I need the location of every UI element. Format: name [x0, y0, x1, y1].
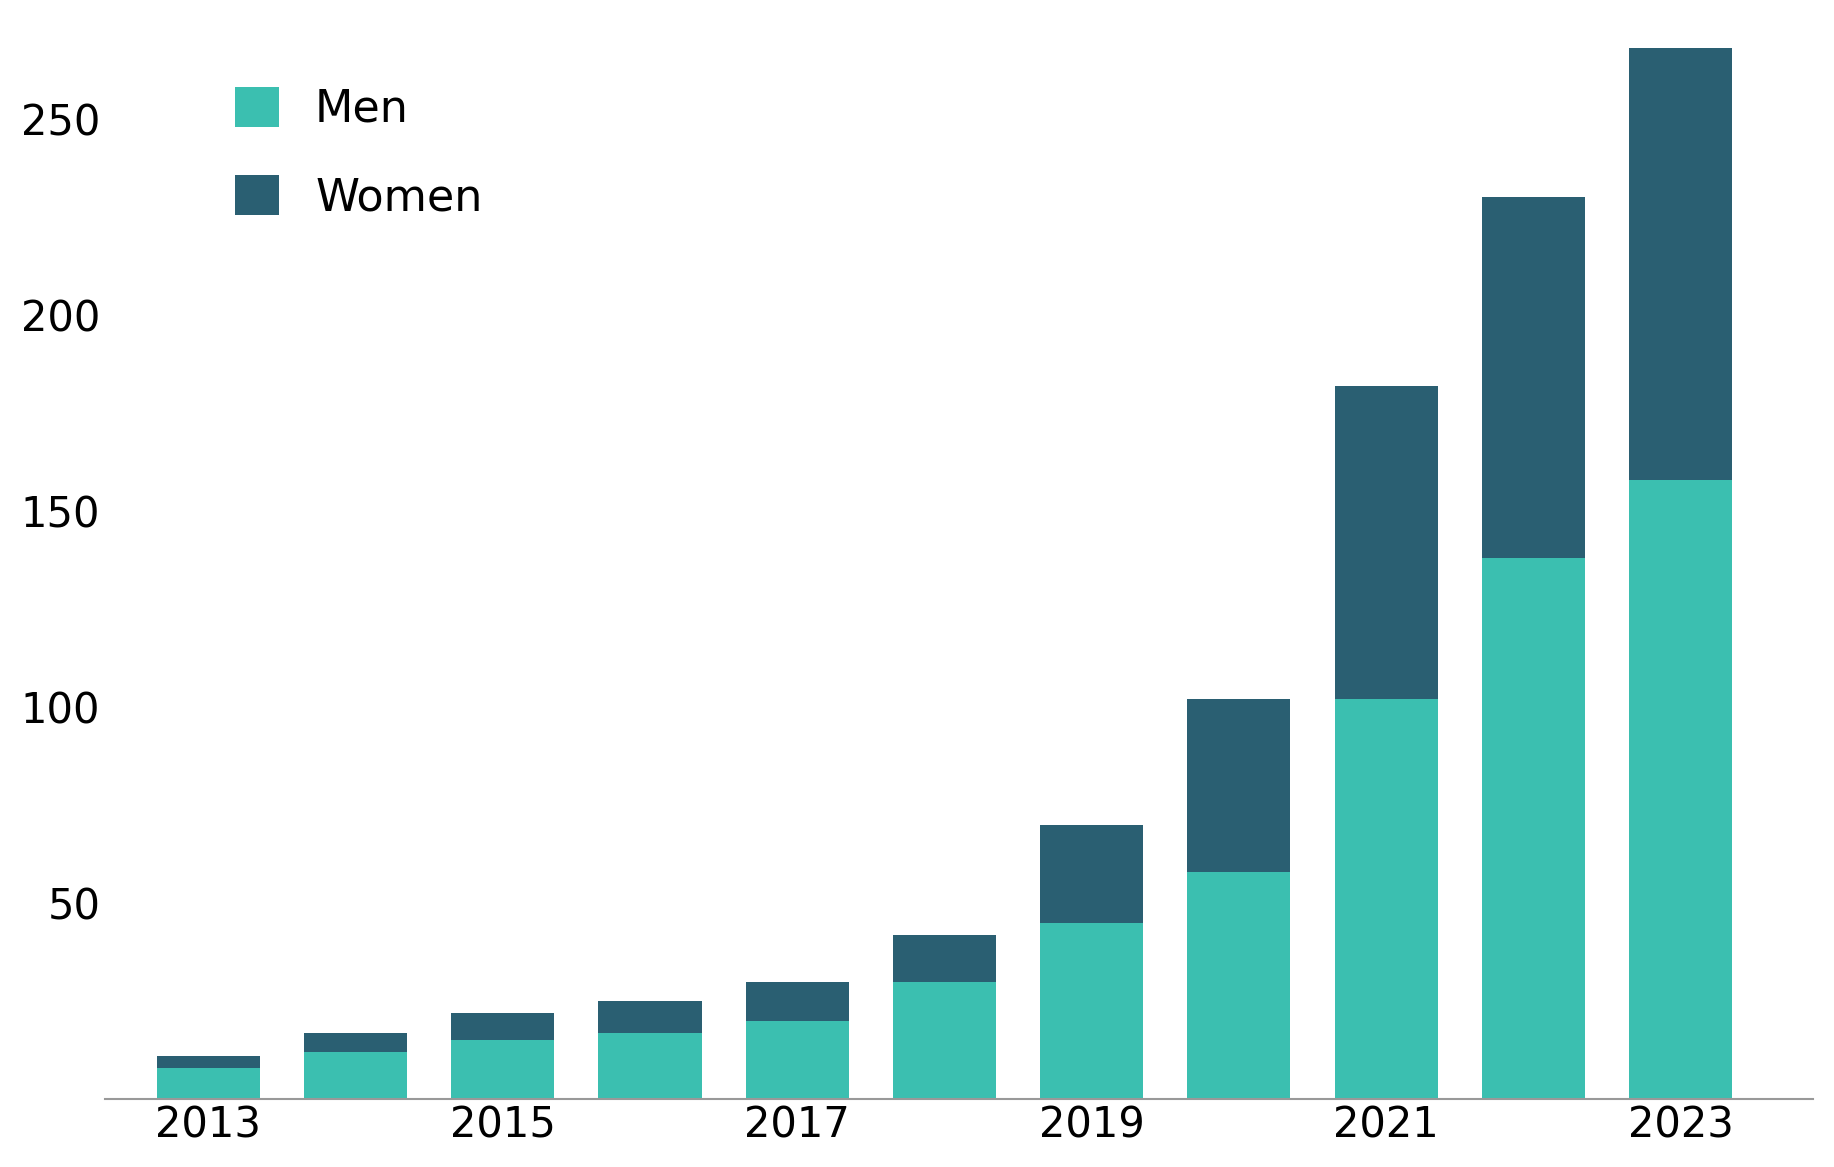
Bar — [1629, 480, 1731, 1099]
Bar — [156, 1068, 260, 1099]
Bar — [1187, 699, 1291, 872]
Bar — [304, 1053, 407, 1099]
Bar — [746, 1021, 849, 1099]
Bar — [451, 1041, 554, 1099]
Bar — [451, 1013, 554, 1041]
Bar — [598, 1033, 702, 1099]
Bar — [598, 1001, 702, 1033]
Bar — [893, 981, 996, 1099]
Bar — [1040, 923, 1143, 1099]
Bar — [893, 935, 996, 981]
Bar — [156, 1056, 260, 1068]
Bar — [1629, 48, 1731, 480]
Bar — [1335, 385, 1438, 699]
Bar — [1482, 558, 1585, 1099]
Legend: Men, Women: Men, Women — [213, 64, 504, 242]
Bar — [1040, 825, 1143, 923]
Bar — [746, 981, 849, 1021]
Bar — [304, 1033, 407, 1053]
Bar — [1335, 699, 1438, 1099]
Bar — [1187, 872, 1291, 1099]
Bar — [1482, 197, 1585, 558]
